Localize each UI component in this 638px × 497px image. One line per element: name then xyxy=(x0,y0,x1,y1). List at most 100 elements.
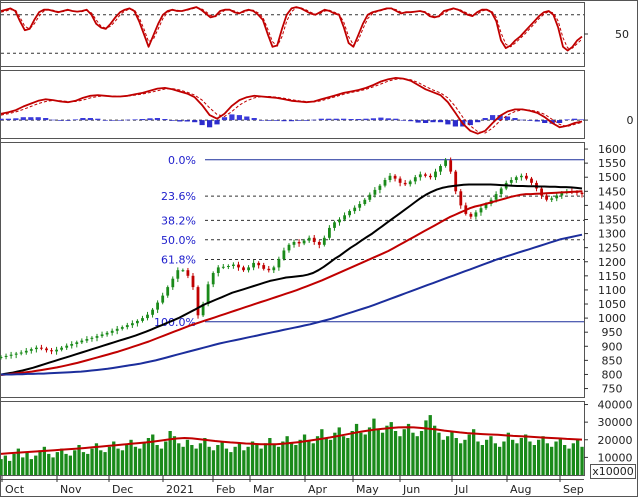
volume-bar xyxy=(207,446,211,475)
candle-body xyxy=(307,237,311,241)
volume-bar xyxy=(177,443,181,475)
candle-body xyxy=(383,180,387,186)
volume-bar xyxy=(60,448,64,475)
volume-bar xyxy=(341,436,346,475)
macd-ytick-label-0: 0 xyxy=(627,114,634,127)
price-ytick-label-3: 900 xyxy=(602,340,623,353)
candle-body xyxy=(161,295,165,303)
volume-bar xyxy=(441,439,445,475)
candle-body xyxy=(55,349,58,352)
candle-body xyxy=(50,350,53,352)
volume-bar xyxy=(393,431,398,475)
candle-body xyxy=(550,198,554,200)
macd-histogram-bar xyxy=(519,119,525,121)
volume-bar xyxy=(567,448,571,475)
volume-bar xyxy=(211,450,216,475)
volume-bar xyxy=(168,431,172,475)
volume-bar xyxy=(463,439,467,475)
volume-bar xyxy=(246,446,250,475)
candle-body xyxy=(343,215,346,220)
month-label-1: Nov xyxy=(60,483,82,496)
candle-body xyxy=(545,195,548,200)
volume-bar xyxy=(472,429,476,475)
volume-ma-0 xyxy=(0,426,583,455)
candle-body xyxy=(206,284,210,304)
volume-bar xyxy=(450,431,454,475)
month-label-8: Jun xyxy=(402,483,420,496)
macd-histogram-bar xyxy=(274,120,280,121)
candle-body xyxy=(403,182,407,185)
volume-bar xyxy=(81,452,86,475)
volume-bar xyxy=(259,448,263,475)
candle-body xyxy=(312,237,316,242)
volume-bar xyxy=(402,429,406,475)
candle-body xyxy=(353,207,357,212)
volume-bar xyxy=(528,441,532,475)
candle-body xyxy=(520,175,523,178)
volume-bar xyxy=(90,448,94,475)
volume-bar xyxy=(125,445,129,475)
volume-bar xyxy=(268,438,272,475)
macd-histogram-bar xyxy=(229,114,235,121)
macd-histogram-bar xyxy=(43,118,49,121)
volume-bar xyxy=(550,446,554,475)
macd-histogram-bar xyxy=(497,115,503,121)
candle-body xyxy=(413,177,417,182)
candle-body xyxy=(186,270,190,276)
fib-label-0: 0.0% xyxy=(168,154,196,167)
volume-bar xyxy=(237,443,242,475)
volume-bar xyxy=(86,453,90,475)
macd-histogram-bar xyxy=(318,118,324,121)
candle-body xyxy=(509,180,513,183)
candle-body xyxy=(221,266,225,268)
candle-body xyxy=(75,342,79,344)
macd-series-0 xyxy=(0,77,583,135)
candle-body xyxy=(181,270,185,272)
volume-bar xyxy=(164,441,168,475)
macd-histogram-bar xyxy=(65,120,71,121)
volume-bar xyxy=(146,438,151,475)
volume-bar xyxy=(298,439,302,475)
candle-body xyxy=(141,318,144,321)
price-ma-0 xyxy=(0,183,583,376)
volume-bar xyxy=(220,441,224,475)
fib-label-1: 23.6% xyxy=(161,190,196,203)
stoch-ytick-label-0: 50 xyxy=(615,28,629,41)
macd-histogram-bar xyxy=(139,119,146,121)
volume-bar xyxy=(554,441,558,475)
volume-bar xyxy=(315,436,320,475)
candle-body xyxy=(459,191,463,206)
macd-histogram-bar xyxy=(512,118,518,121)
volume-bar xyxy=(537,439,541,475)
volume-bar xyxy=(489,436,493,475)
volume-bar xyxy=(281,441,285,475)
volume-bar xyxy=(376,429,380,475)
price-ytick-label-14: 1450 xyxy=(598,185,626,198)
macd-histogram-bar xyxy=(437,120,444,123)
macd-histogram-bar xyxy=(400,120,406,121)
macd-histogram-bar xyxy=(266,120,272,121)
volume-bar xyxy=(47,453,51,475)
fib-label-5: 100.0% xyxy=(154,316,196,329)
volume-bar xyxy=(406,423,411,475)
volume-bar xyxy=(29,459,33,475)
macd-histogram-bar xyxy=(117,120,123,121)
macd-histogram-bar xyxy=(0,118,4,121)
month-label-5: Mar xyxy=(253,483,274,496)
volume-unit-label: x10000 xyxy=(592,465,634,478)
candle-body xyxy=(115,328,119,331)
macd-histogram-bar xyxy=(452,120,458,127)
volume-ytick-label-1: 20000 xyxy=(598,434,633,447)
volume-bar xyxy=(181,446,185,475)
volume-bar xyxy=(68,455,72,475)
price-ytick-label-16: 1550 xyxy=(598,157,626,170)
candle-body xyxy=(176,270,180,279)
price-ytick-label-12: 1350 xyxy=(598,213,626,226)
macd-histogram-bar xyxy=(162,119,168,121)
macd-histogram-bar xyxy=(125,119,131,121)
volume-bar xyxy=(558,438,562,475)
macd-histogram-bar xyxy=(579,119,585,121)
candle-body xyxy=(0,357,3,358)
price-ma-1 xyxy=(0,190,583,376)
price-ytick-label-0: 750 xyxy=(602,383,623,396)
